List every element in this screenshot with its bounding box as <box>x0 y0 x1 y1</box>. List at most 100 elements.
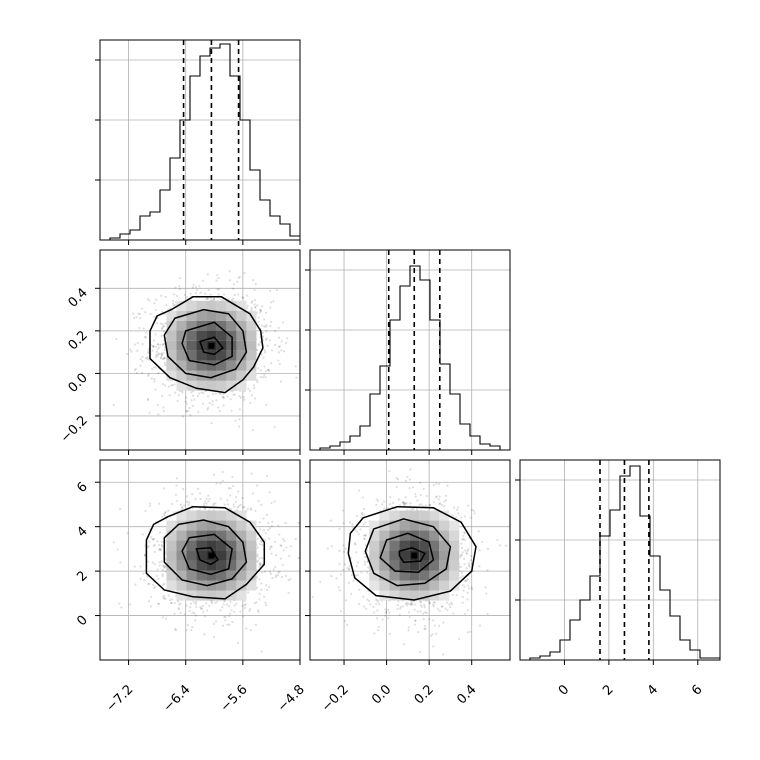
sample-point <box>206 395 210 398</box>
sample-point <box>208 604 211 607</box>
sample-point <box>229 494 232 497</box>
sample-point <box>397 498 400 501</box>
sample-point <box>414 619 417 622</box>
sample-point <box>263 373 266 376</box>
sample-point <box>181 506 184 509</box>
peak-marker <box>411 552 418 559</box>
sample-point <box>184 400 187 403</box>
sample-point <box>139 317 142 320</box>
sample-point <box>408 615 411 619</box>
sample-point <box>428 503 432 506</box>
sample-point <box>253 384 256 387</box>
density-cell <box>186 330 197 341</box>
sample-point <box>260 503 263 506</box>
sample-point <box>234 500 237 504</box>
sample-point <box>409 502 412 505</box>
sample-point <box>282 350 286 353</box>
sample-point <box>236 506 239 509</box>
sample-point <box>159 547 162 550</box>
sample-point <box>217 293 220 296</box>
sample-point <box>275 288 279 292</box>
sample-point <box>420 503 423 506</box>
sample-point <box>398 613 401 617</box>
sample-point <box>153 544 157 547</box>
y-tick-label: 6 <box>74 479 90 495</box>
sample-point <box>147 582 150 586</box>
sample-point <box>418 600 422 603</box>
sample-point <box>232 503 235 506</box>
sample-point <box>376 609 379 612</box>
sample-point <box>119 561 122 564</box>
sample-point <box>149 502 152 505</box>
sample-point <box>233 610 236 614</box>
sample-point <box>264 601 267 604</box>
sample-point <box>202 610 205 614</box>
density-cell <box>166 580 177 591</box>
y-tick-label: 0.0 <box>66 371 91 396</box>
sample-point <box>186 623 189 627</box>
sample-point <box>135 316 138 319</box>
sample-point <box>228 623 231 626</box>
sample-point <box>198 392 201 395</box>
sample-point <box>404 602 407 606</box>
sample-point <box>194 497 197 501</box>
density-cell <box>186 300 197 311</box>
density-cell <box>389 530 400 541</box>
sample-point <box>185 500 189 503</box>
sample-point <box>278 570 281 573</box>
sample-point <box>212 297 215 300</box>
sample-point <box>182 487 185 491</box>
density-cell <box>176 510 187 521</box>
sample-point <box>194 603 198 606</box>
x-tick-label: 0.4 <box>454 682 479 707</box>
sample-point <box>257 609 260 612</box>
density-cell <box>186 550 197 561</box>
sample-point <box>239 610 242 613</box>
sample-point <box>154 308 157 312</box>
sample-point <box>467 562 470 565</box>
sample-point <box>147 600 151 603</box>
sample-point <box>159 356 163 359</box>
sample-point <box>232 283 236 286</box>
density-cell <box>236 520 247 531</box>
sample-point <box>267 521 270 525</box>
sample-point <box>435 482 438 485</box>
sample-point <box>244 602 247 606</box>
sample-point <box>230 298 234 301</box>
sample-point <box>277 326 280 330</box>
density-cell <box>176 360 187 371</box>
density-cell <box>226 570 237 581</box>
sample-point <box>404 479 407 482</box>
sample-point <box>257 499 260 503</box>
sample-point <box>191 493 194 496</box>
sample-point <box>460 546 464 550</box>
sample-point <box>161 573 164 576</box>
sample-point <box>259 340 262 343</box>
sample-point <box>191 611 194 614</box>
sample-point <box>203 292 207 295</box>
sample-point <box>156 404 159 407</box>
sample-point <box>338 549 341 552</box>
x-tick-label: 0.0 <box>369 682 394 707</box>
density-cell <box>419 590 430 601</box>
density-cell <box>216 540 227 551</box>
sample-point <box>164 363 167 367</box>
sample-point <box>181 415 185 418</box>
sample-point <box>148 540 151 543</box>
sample-point <box>338 527 341 530</box>
sample-point <box>402 503 406 506</box>
sample-point <box>355 564 358 568</box>
sample-point <box>195 600 198 603</box>
sample-point <box>346 623 349 626</box>
sample-point <box>151 537 154 541</box>
density-cell <box>429 570 440 581</box>
sample-point <box>178 288 182 291</box>
sample-point <box>460 553 463 556</box>
sample-point <box>160 334 163 338</box>
sample-point <box>255 586 259 589</box>
sample-point <box>364 544 367 547</box>
density-cell <box>246 360 257 371</box>
sample-point <box>358 603 361 606</box>
sample-point <box>388 470 391 473</box>
sample-point <box>372 605 375 609</box>
